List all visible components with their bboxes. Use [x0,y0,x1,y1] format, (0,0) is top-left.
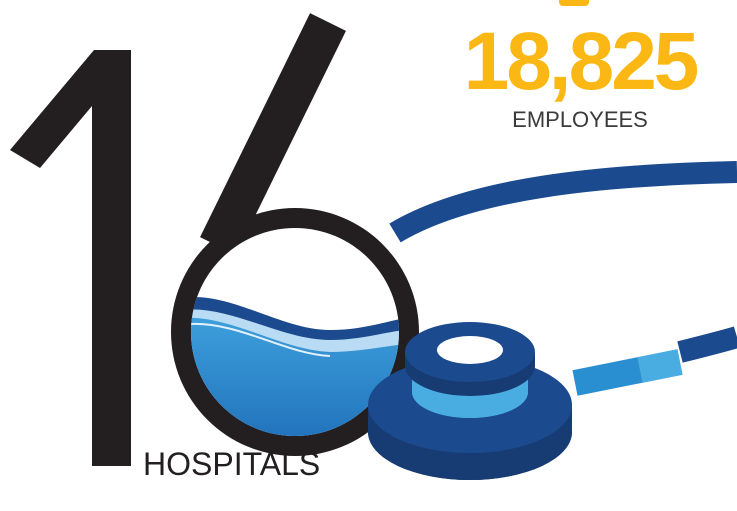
hospitals-label: HOSPITALS [143,446,320,482]
stethoscope-tube-lower [677,326,737,363]
employees-badge-icon [559,0,589,6]
water-wave-icon [191,296,399,436]
digit-six-stroke [200,13,346,255]
employees-count: 18,825 [464,16,698,107]
stethoscope-icon [368,322,683,480]
digit-one-glyph [10,50,131,466]
employees-label: EMPLOYEES [512,107,648,132]
stethoscope-tube-upper [389,161,737,243]
